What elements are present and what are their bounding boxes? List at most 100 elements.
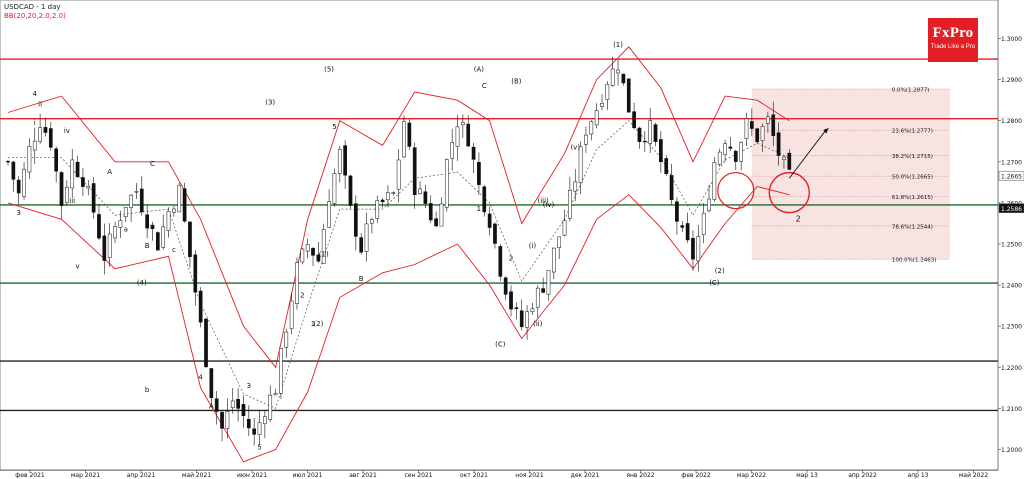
wave-label: 5	[257, 443, 261, 451]
candle-body	[562, 220, 567, 236]
wave-label: (5)	[324, 65, 334, 73]
candle-body	[600, 102, 604, 107]
candle-body	[380, 199, 385, 203]
wave-label: B	[359, 275, 364, 283]
candle-body	[391, 192, 396, 194]
y-tick-label: 1.2900	[1001, 77, 1022, 84]
candle-body	[295, 262, 299, 304]
candle-body	[396, 159, 401, 190]
wave-label: 5	[332, 123, 336, 131]
candle-body	[525, 311, 529, 328]
wave-label: 1	[477, 205, 481, 213]
price-axis-panel	[998, 0, 1024, 479]
candle-body	[423, 191, 428, 204]
wave-label: iii	[69, 197, 75, 205]
x-tick-label: сен 2021	[404, 472, 432, 479]
x-tick-label: апр 2022	[848, 472, 877, 479]
candle-body	[589, 121, 594, 135]
candle-body	[771, 114, 776, 137]
candle-body	[482, 186, 487, 213]
candle-body	[139, 188, 144, 213]
candle-body	[348, 175, 353, 206]
candle-body	[728, 146, 733, 149]
candle-body	[659, 139, 663, 162]
candle-body	[444, 159, 449, 208]
candle-body	[691, 238, 695, 260]
price-marker	[998, 203, 1024, 213]
y-tick-label: 1.2300	[1001, 324, 1022, 331]
candle-body	[503, 277, 508, 295]
candle-body	[204, 318, 208, 368]
wave-label: (iv)	[543, 201, 555, 209]
candle-body	[685, 223, 690, 241]
candle-body	[353, 203, 358, 237]
candle-body	[551, 247, 556, 273]
wave-label: b	[145, 386, 150, 394]
y-tick-label: 1.3000	[1001, 36, 1022, 43]
y-tick-label: 1.2200	[1001, 365, 1022, 372]
candle-body	[327, 201, 331, 228]
brand-name: FxPro	[932, 25, 974, 41]
fib-level-label: 23.6%(1.2777)	[892, 129, 933, 135]
candle-body	[155, 232, 160, 251]
bollinger-lower-band	[7, 185, 790, 463]
wave-label: (v)	[570, 143, 580, 151]
x-tick-label: мар 2021	[71, 472, 100, 479]
candle-body	[257, 422, 262, 436]
candle-body	[102, 235, 107, 261]
price-marker-label: 1.2665	[1001, 173, 1022, 180]
price-marker	[998, 170, 1024, 181]
wave-label: 3	[247, 382, 251, 390]
candle-body	[113, 226, 117, 239]
candle-body	[289, 300, 294, 329]
candles-group	[6, 56, 792, 446]
candle-body	[300, 248, 305, 263]
fib-level-label: 0.0%(1.2877)	[892, 88, 930, 94]
candle-body	[230, 400, 235, 408]
candle-body	[273, 393, 278, 396]
y-tick-label: 1.2100	[1001, 406, 1022, 413]
candle-body	[626, 78, 631, 113]
fib-level-label: 61.8%(1.2615)	[892, 195, 933, 201]
candle-body	[621, 73, 626, 84]
candle-body	[145, 214, 149, 229]
y-tick-label: 1.2500	[1001, 242, 1022, 249]
candle-body	[766, 116, 770, 124]
candle-body	[642, 140, 647, 143]
candle-body	[6, 161, 10, 163]
projection-arrow-up	[788, 128, 828, 179]
wave-label: B	[145, 242, 150, 250]
wave-label: (C)	[709, 279, 720, 287]
wave-label: (2)	[313, 320, 323, 328]
wave-label: (3)	[265, 98, 275, 106]
candle-body	[284, 331, 289, 348]
candle-body	[252, 428, 257, 435]
x-tick-label: окт 2021	[460, 472, 488, 479]
wave-label: (2)	[715, 267, 725, 275]
y-tick-label: 1.2000	[1001, 447, 1022, 454]
candle-body	[439, 203, 444, 227]
candle-body	[776, 132, 781, 156]
x-tick-label: май 2022	[959, 472, 988, 479]
wave-label: C	[150, 160, 155, 168]
wave-label: 3	[16, 209, 20, 217]
candle-body	[188, 221, 192, 257]
wave-label: c	[172, 246, 176, 254]
brand-tagline: Trade Like a Pro	[930, 44, 976, 50]
candle-body	[91, 183, 96, 213]
candle-body	[707, 198, 711, 212]
candle-body	[65, 186, 69, 203]
wave-label: (ii)	[533, 320, 543, 328]
x-tick-label: фев 2021	[15, 472, 45, 479]
candle-body	[519, 310, 524, 328]
candle-body	[172, 208, 176, 213]
candle-body	[616, 69, 620, 74]
candle-body	[177, 184, 182, 213]
wave-label: 2	[300, 291, 304, 299]
wave-label: v	[75, 263, 79, 271]
candle-body	[182, 188, 187, 222]
candle-body	[236, 398, 240, 409]
wave-label: 2	[509, 254, 513, 262]
indicator-label: BB(20,20,2.0,2.0)	[4, 12, 66, 20]
candle-body	[316, 254, 321, 262]
